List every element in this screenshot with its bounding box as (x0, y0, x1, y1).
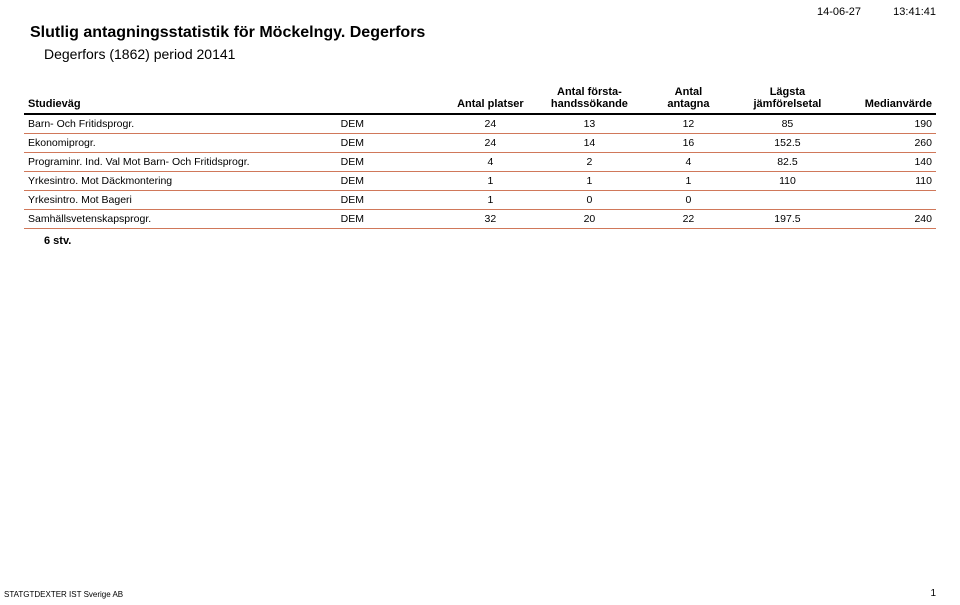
table-body: Barn- Och Fritidsprogr. DEM 24 13 12 85 … (24, 114, 936, 229)
col-header-lagsta: Lägstajämförelsetal (738, 84, 837, 114)
cell-name: Yrkesintro. Mot Däckmontering (24, 172, 337, 191)
cell-platser: 24 (441, 114, 540, 134)
table-header-row: Studieväg Antal platser Antal första-han… (24, 84, 936, 114)
cell-antagna: 12 (639, 114, 738, 134)
cell-forsta: 14 (540, 134, 639, 153)
cell-forsta: 20 (540, 210, 639, 229)
table-row: Barn- Och Fritidsprogr. DEM 24 13 12 85 … (24, 114, 936, 134)
cell-forsta: 1 (540, 172, 639, 191)
print-datetime: 14-06-27 13:41:41 (817, 6, 936, 18)
cell-antagna: 1 (639, 172, 738, 191)
footer-text: STATGTDEXTER IST Sverige AB (4, 590, 123, 599)
cell-antagna: 22 (639, 210, 738, 229)
cell-antagna: 4 (639, 153, 738, 172)
cell-platser: 32 (441, 210, 540, 229)
cell-median: 140 (837, 153, 936, 172)
cell-name: Programinr. Ind. Val Mot Barn- Och Friti… (24, 153, 337, 172)
col-header-antal-platser: Antal platser (441, 84, 540, 114)
stats-table-wrap: Studieväg Antal platser Antal första-han… (24, 84, 936, 247)
col-header-studievag: Studieväg (24, 84, 337, 114)
cell-lagsta: 110 (738, 172, 837, 191)
col-header-median: Medianvärde (837, 84, 936, 114)
page-number: 1 (930, 588, 936, 599)
page: 14-06-27 13:41:41 Slutlig antagningsstat… (0, 0, 960, 605)
print-date: 14-06-27 (817, 6, 861, 18)
cell-median: 110 (837, 172, 936, 191)
cell-forsta: 0 (540, 191, 639, 210)
cell-platser: 1 (441, 191, 540, 210)
cell-median: 190 (837, 114, 936, 134)
table-row: Yrkesintro. Mot Bageri DEM 1 0 0 (24, 191, 936, 210)
cell-code: DEM (337, 172, 441, 191)
cell-platser: 4 (441, 153, 540, 172)
row-count-summary: 6 stv. (44, 235, 936, 247)
cell-code: DEM (337, 114, 441, 134)
cell-name: Samhällsvetenskapsprogr. (24, 210, 337, 229)
cell-median: 240 (837, 210, 936, 229)
cell-code: DEM (337, 210, 441, 229)
col-header-antal-antagna: Antalantagna (639, 84, 738, 114)
col-header-antal-forsta: Antal första-handssökande (540, 84, 639, 114)
cell-lagsta (738, 191, 837, 210)
cell-code: DEM (337, 191, 441, 210)
cell-lagsta: 197.5 (738, 210, 837, 229)
cell-lagsta: 85 (738, 114, 837, 134)
cell-antagna: 0 (639, 191, 738, 210)
cell-platser: 1 (441, 172, 540, 191)
cell-median: 260 (837, 134, 936, 153)
table-row: Yrkesintro. Mot Däckmontering DEM 1 1 1 … (24, 172, 936, 191)
cell-name: Barn- Och Fritidsprogr. (24, 114, 337, 134)
table-row: Ekonomiprogr. DEM 24 14 16 152.5 260 (24, 134, 936, 153)
table-row: Programinr. Ind. Val Mot Barn- Och Friti… (24, 153, 936, 172)
cell-median (837, 191, 936, 210)
stats-table: Studieväg Antal platser Antal första-han… (24, 84, 936, 229)
cell-name: Ekonomiprogr. (24, 134, 337, 153)
cell-antagna: 16 (639, 134, 738, 153)
cell-code: DEM (337, 134, 441, 153)
cell-forsta: 13 (540, 114, 639, 134)
cell-forsta: 2 (540, 153, 639, 172)
page-title: Slutlig antagningsstatistik för Möckelng… (30, 24, 936, 42)
cell-name: Yrkesintro. Mot Bageri (24, 191, 337, 210)
page-subtitle: Degerfors (1862) period 20141 (44, 46, 936, 62)
print-time: 13:41:41 (893, 6, 936, 18)
table-row: Samhällsvetenskapsprogr. DEM 32 20 22 19… (24, 210, 936, 229)
cell-code: DEM (337, 153, 441, 172)
cell-lagsta: 152.5 (738, 134, 837, 153)
cell-lagsta: 82.5 (738, 153, 837, 172)
cell-platser: 24 (441, 134, 540, 153)
col-header-empty (337, 84, 441, 114)
